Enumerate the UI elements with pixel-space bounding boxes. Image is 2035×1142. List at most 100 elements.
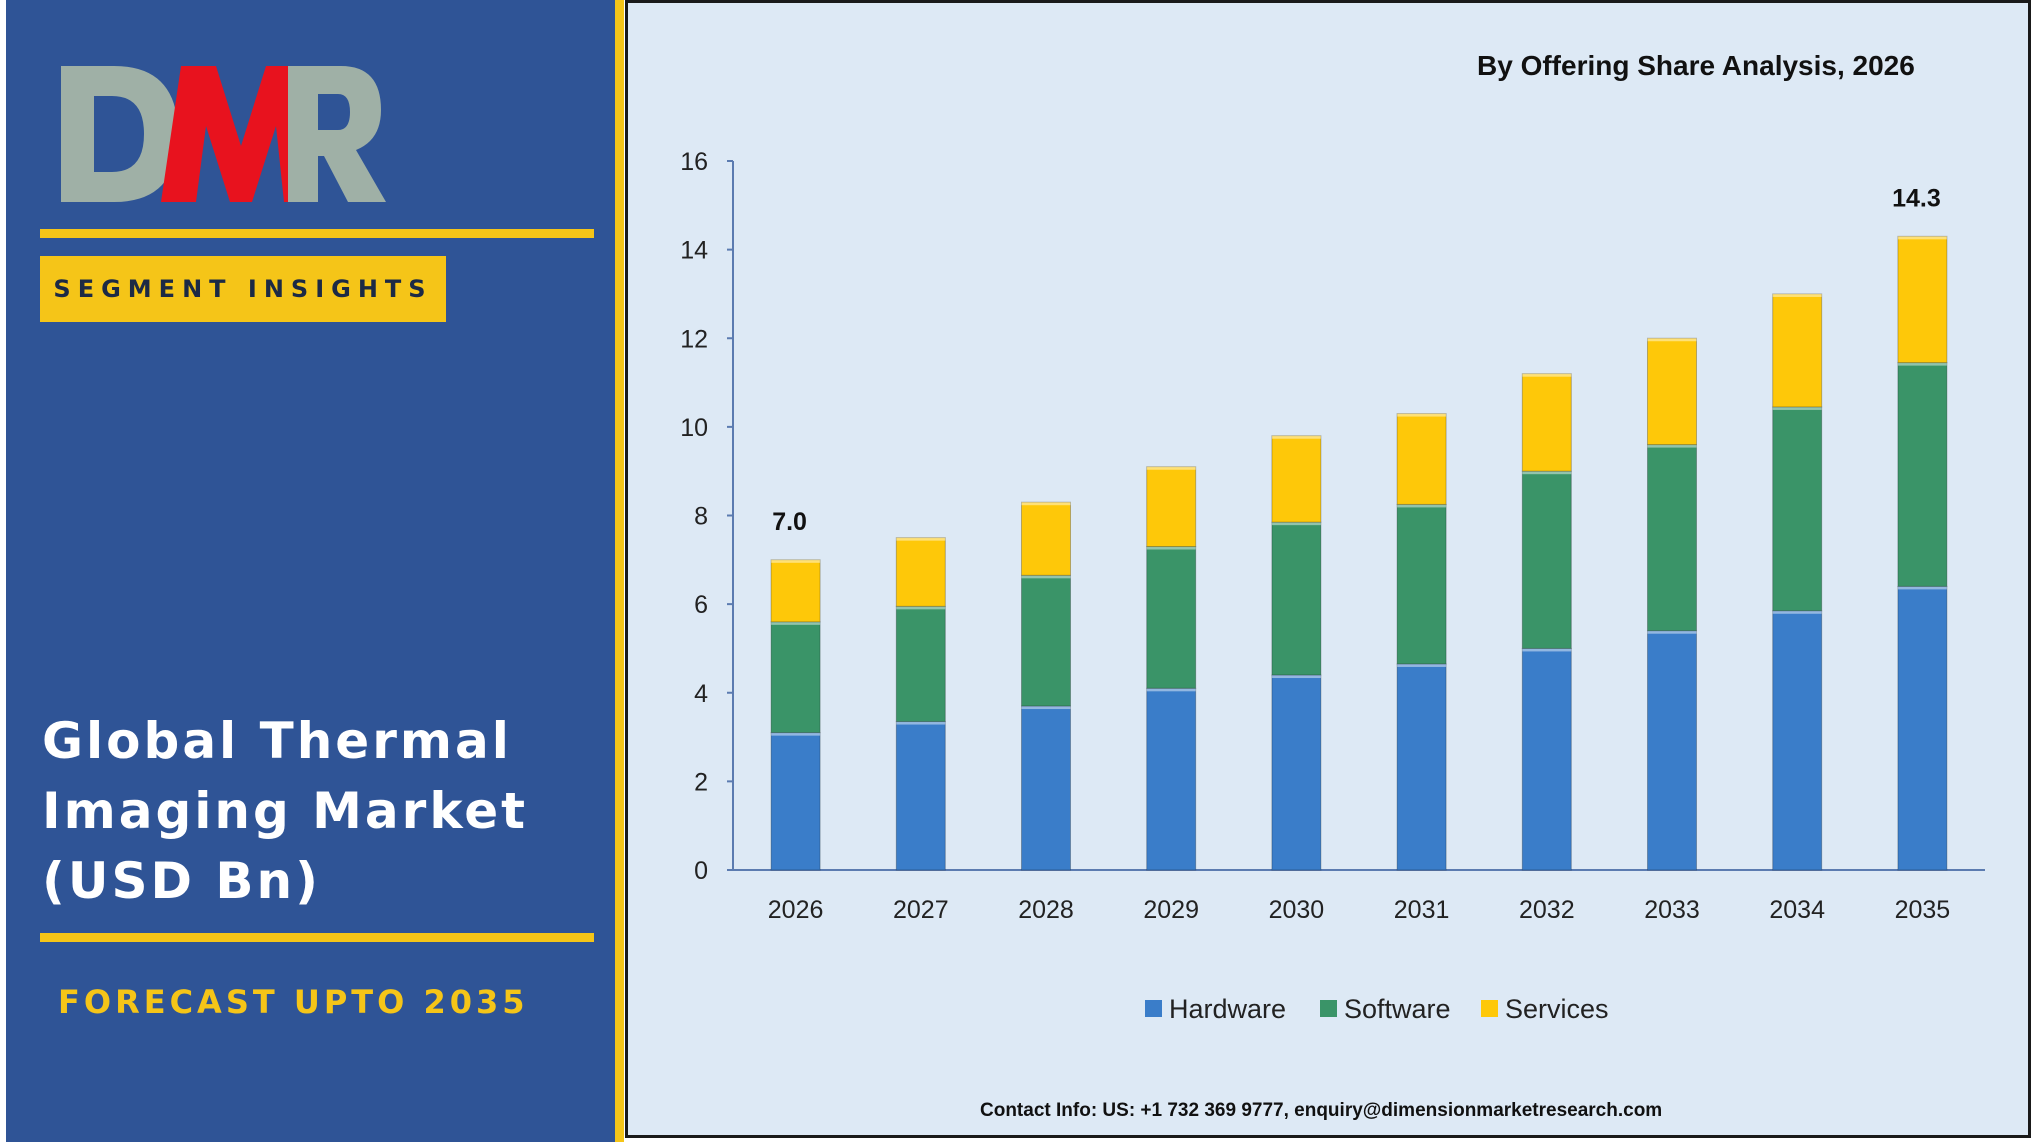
bar-segment-highlight bbox=[1647, 630, 1697, 634]
bar-segment-software bbox=[1021, 574, 1071, 707]
bar-segment-highlight bbox=[896, 606, 946, 610]
bar-segment-software bbox=[1772, 406, 1823, 612]
x-tick-label: 2027 bbox=[893, 896, 949, 924]
legend-swatch-services bbox=[1481, 1000, 1498, 1017]
chart-title: By Offering Share Analysis, 2026 bbox=[1477, 50, 1915, 81]
segment-insights-badge: SEGMENT INSIGHTS bbox=[40, 256, 446, 322]
bar-segment-software bbox=[1396, 503, 1447, 665]
bar-segment-hardware bbox=[1396, 663, 1447, 871]
legend-swatch-software bbox=[1320, 1000, 1337, 1017]
bar-segment-highlight bbox=[1146, 546, 1196, 550]
bar-segment-hardware bbox=[1021, 705, 1071, 871]
market-title-line-3: (USD Bn) bbox=[42, 852, 321, 910]
bar-segment-hardware bbox=[1897, 585, 1948, 871]
bar-segment-highlight bbox=[771, 732, 821, 736]
x-tick-label: 2026 bbox=[768, 896, 824, 924]
bar-segment-software bbox=[895, 605, 946, 723]
bar-segment-highlight bbox=[1271, 435, 1321, 439]
x-tick-label: 2034 bbox=[1769, 896, 1825, 924]
bar-segment-highlight bbox=[1647, 444, 1697, 448]
market-title-line-2: Imaging Market bbox=[42, 782, 529, 840]
bar-segment-highlight bbox=[896, 537, 946, 541]
bar-segment-highlight bbox=[1897, 362, 1947, 366]
x-tick-label: 2032 bbox=[1519, 896, 1575, 924]
yellow-divider bbox=[615, 0, 624, 1142]
bar-segment-highlight bbox=[771, 621, 821, 625]
bar-segment-services bbox=[1021, 501, 1071, 576]
bar-segment-highlight bbox=[771, 559, 821, 563]
total-data-label: 7.0 bbox=[772, 508, 807, 536]
legend-swatch-hardware bbox=[1145, 1000, 1162, 1017]
y-tick-label: 4 bbox=[694, 680, 708, 708]
bar-segment-highlight bbox=[1897, 236, 1947, 240]
bar-segment-highlight bbox=[1397, 413, 1447, 417]
bar-segment-highlight bbox=[1397, 504, 1447, 508]
logo-letter-r bbox=[288, 66, 386, 202]
y-tick-label: 0 bbox=[694, 857, 708, 885]
bar-segment-services bbox=[1146, 466, 1197, 548]
bar-segment-software bbox=[1647, 444, 1697, 632]
bar-segment-highlight bbox=[1772, 406, 1822, 410]
bar-segment-highlight bbox=[1397, 663, 1447, 667]
bar-segment-highlight bbox=[1647, 338, 1697, 342]
bar-segment-highlight bbox=[1522, 471, 1572, 475]
bar-segment-highlight bbox=[1271, 675, 1321, 679]
bar-segment-highlight bbox=[1146, 688, 1196, 692]
bar-segment-services bbox=[1521, 373, 1572, 472]
bar-segment-services bbox=[1396, 413, 1447, 505]
legend-label-software: Software bbox=[1344, 994, 1451, 1024]
bar-segment-software bbox=[1521, 470, 1572, 649]
bar-segment-services bbox=[1772, 293, 1823, 408]
bar-segment-hardware bbox=[1772, 610, 1823, 871]
bar-segment-software bbox=[1897, 362, 1948, 587]
x-tick-label: 2031 bbox=[1394, 896, 1450, 924]
bar-segment-services bbox=[1897, 235, 1948, 364]
x-tick-label: 2035 bbox=[1895, 896, 1951, 924]
bar-segment-hardware bbox=[1146, 687, 1197, 871]
logo-letter-d bbox=[61, 66, 178, 202]
forecast-label: FORECAST UPTO 2035 bbox=[58, 983, 529, 1021]
bar-segment-highlight bbox=[896, 721, 946, 725]
bar-segment-highlight bbox=[1021, 502, 1071, 506]
bar-segment-highlight bbox=[1772, 610, 1822, 614]
market-title-line-1: Global Thermal bbox=[42, 712, 512, 770]
bar-segment-services bbox=[895, 537, 946, 607]
bar-segment-highlight bbox=[1897, 586, 1947, 590]
bar-segment-hardware bbox=[1647, 630, 1697, 871]
bottom-yellow-rule bbox=[40, 933, 594, 942]
bar-segment-services bbox=[770, 559, 821, 623]
x-tick-label: 2029 bbox=[1143, 896, 1199, 924]
bar-segment-hardware bbox=[1271, 674, 1322, 871]
bar-segment-software bbox=[1146, 546, 1197, 689]
y-tick-label: 2 bbox=[694, 768, 708, 796]
legend-label-services: Services bbox=[1505, 994, 1609, 1024]
y-tick-label: 14 bbox=[680, 237, 708, 265]
bar-segment-highlight bbox=[1146, 466, 1196, 470]
x-tick-label: 2030 bbox=[1269, 896, 1325, 924]
y-tick-label: 12 bbox=[680, 325, 708, 353]
bar-segment-highlight bbox=[1271, 522, 1321, 526]
y-tick-label: 8 bbox=[694, 503, 708, 531]
x-tick-label: 2033 bbox=[1644, 896, 1700, 924]
logo-letter-m bbox=[161, 66, 318, 202]
bar-segment-software bbox=[770, 621, 821, 734]
x-tick-label: 2028 bbox=[1018, 896, 1074, 924]
y-tick-label: 6 bbox=[694, 591, 708, 619]
bar-segment-services bbox=[1647, 337, 1697, 446]
bar-segment-highlight bbox=[1522, 373, 1572, 377]
y-tick-label: 16 bbox=[680, 148, 708, 176]
left-panel: SEGMENT INSIGHTS Global Thermal Imaging … bbox=[6, 0, 615, 1142]
bar-segment-services bbox=[1271, 435, 1322, 523]
bar-segment-software bbox=[1271, 521, 1322, 676]
top-yellow-rule bbox=[40, 229, 594, 238]
total-data-label: 14.3 bbox=[1892, 184, 1941, 212]
bar-segment-hardware bbox=[895, 721, 946, 871]
y-tick-label: 10 bbox=[680, 414, 708, 442]
legend-label-hardware: Hardware bbox=[1169, 994, 1287, 1024]
bar-segment-highlight bbox=[1772, 293, 1822, 297]
contact-info: Contact Info: US: +1 732 369 9777, enqui… bbox=[980, 1100, 1663, 1121]
bar-segment-hardware bbox=[1521, 647, 1572, 871]
dmr-logo bbox=[61, 66, 386, 202]
bar-segment-highlight bbox=[1021, 575, 1071, 579]
